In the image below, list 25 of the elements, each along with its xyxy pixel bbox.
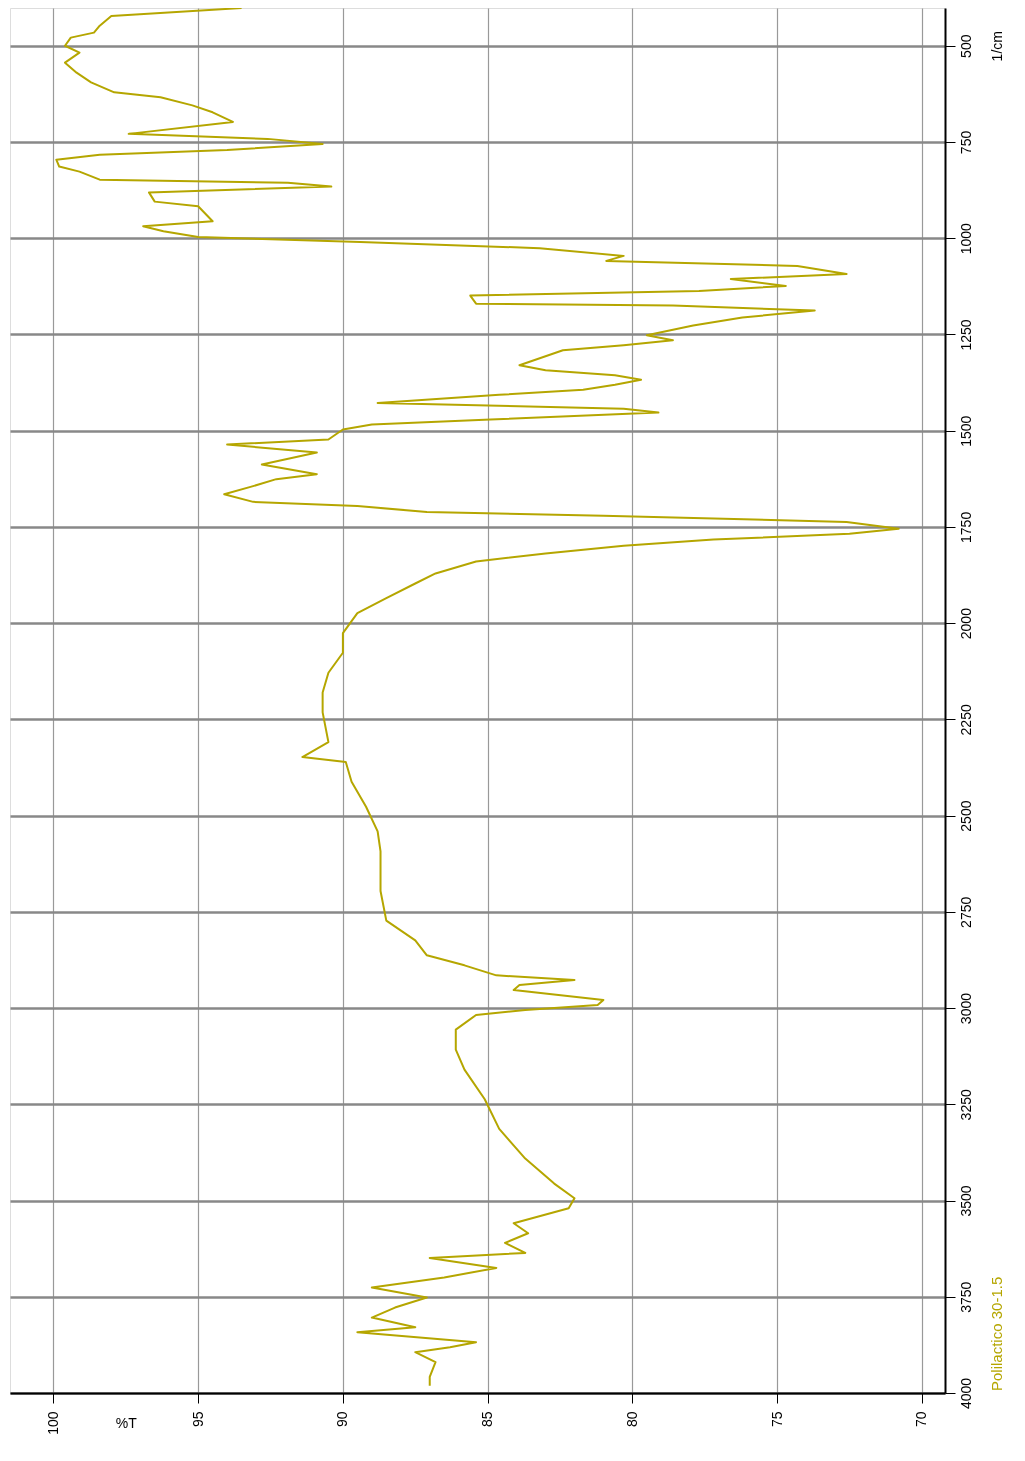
x-tick-label: 75 <box>768 1411 785 1428</box>
x-tick-label: 70 <box>913 1411 930 1428</box>
y-tick-label: 2250 <box>957 704 974 736</box>
y-tick-label: 2000 <box>957 607 974 640</box>
x-tick-label: 85 <box>479 1411 496 1428</box>
y-tick-label: 3250 <box>957 1089 974 1121</box>
y-tick-label: 500 <box>957 34 974 58</box>
x-axis-title: %T <box>115 1414 138 1431</box>
y-tick-label: 3500 <box>957 1185 974 1217</box>
x-tick-label: 90 <box>334 1411 351 1428</box>
y-tick-label: 3750 <box>957 1281 974 1313</box>
y-axis-title: 1/cm <box>988 31 1005 62</box>
x-tick-label: 95 <box>189 1411 206 1428</box>
y-tick-label: 2500 <box>957 800 974 832</box>
y-tick-label: 1250 <box>957 319 974 351</box>
y-tick-label: 1000 <box>957 222 974 255</box>
y-tick-label: 2750 <box>957 896 974 928</box>
y-tick-label: 4000 <box>957 1377 974 1410</box>
x-tick-label: 80 <box>623 1411 640 1428</box>
x-tick-label: 100 <box>44 1411 61 1435</box>
y-tick-label: 750 <box>957 130 974 155</box>
y-tick-label: 1750 <box>957 511 974 543</box>
y-tick-label: 3000 <box>957 992 974 1025</box>
y-tick-label: 1500 <box>957 415 974 447</box>
text: Polilactico 30-1.5 <box>988 1276 1005 1391</box>
